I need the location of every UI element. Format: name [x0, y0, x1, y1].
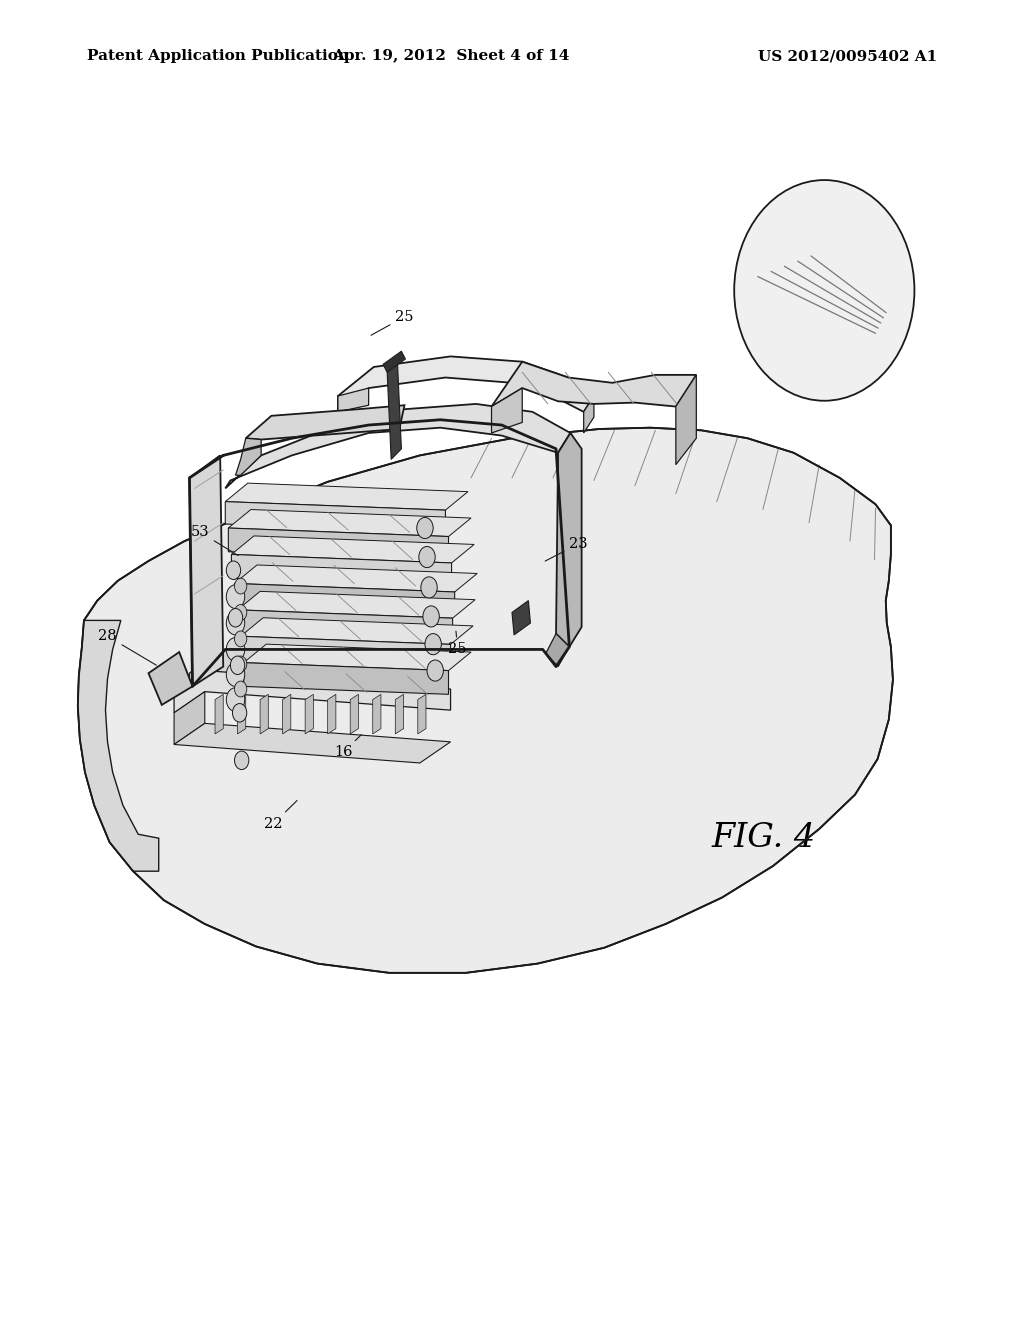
Circle shape: [234, 681, 247, 697]
Polygon shape: [512, 601, 530, 635]
Polygon shape: [350, 694, 358, 734]
Polygon shape: [189, 649, 445, 694]
Text: 53: 53: [190, 525, 239, 556]
Circle shape: [427, 660, 443, 681]
Polygon shape: [328, 694, 336, 734]
Polygon shape: [225, 483, 468, 510]
Text: Apr. 19, 2012  Sheet 4 of 14: Apr. 19, 2012 Sheet 4 of 14: [332, 49, 569, 63]
Text: 25: 25: [449, 631, 467, 656]
Polygon shape: [225, 502, 445, 532]
Text: 22: 22: [264, 800, 297, 830]
Circle shape: [234, 631, 247, 647]
Circle shape: [226, 688, 245, 711]
Polygon shape: [260, 694, 268, 734]
Circle shape: [230, 656, 245, 675]
Polygon shape: [241, 636, 451, 668]
Polygon shape: [246, 405, 404, 440]
Circle shape: [226, 611, 245, 635]
Polygon shape: [236, 438, 261, 475]
Polygon shape: [338, 356, 594, 412]
Polygon shape: [418, 694, 426, 734]
Polygon shape: [395, 694, 403, 734]
Ellipse shape: [734, 180, 914, 401]
Text: 25: 25: [371, 310, 414, 335]
Polygon shape: [676, 375, 696, 465]
Polygon shape: [244, 644, 471, 671]
Polygon shape: [238, 610, 453, 642]
Circle shape: [419, 546, 435, 568]
Text: 23: 23: [545, 537, 588, 561]
Text: 28: 28: [98, 630, 157, 665]
Polygon shape: [189, 455, 223, 686]
Circle shape: [226, 585, 245, 609]
Polygon shape: [546, 634, 569, 667]
Polygon shape: [373, 694, 381, 734]
Polygon shape: [556, 433, 582, 647]
Circle shape: [234, 656, 247, 672]
Polygon shape: [492, 362, 696, 407]
Circle shape: [226, 638, 245, 661]
Circle shape: [232, 704, 247, 722]
Polygon shape: [174, 671, 451, 713]
Polygon shape: [215, 694, 223, 734]
Circle shape: [417, 517, 433, 539]
Polygon shape: [283, 694, 291, 734]
Circle shape: [228, 609, 243, 627]
Circle shape: [234, 751, 249, 770]
Polygon shape: [305, 694, 313, 734]
Polygon shape: [228, 510, 471, 536]
Text: 16: 16: [334, 734, 361, 759]
Polygon shape: [244, 663, 449, 694]
Text: Patent Application Publication: Patent Application Publication: [87, 49, 349, 63]
Circle shape: [423, 606, 439, 627]
Polygon shape: [148, 652, 193, 705]
Polygon shape: [78, 620, 159, 871]
Polygon shape: [228, 528, 449, 560]
Circle shape: [226, 663, 245, 686]
Circle shape: [226, 561, 241, 579]
Polygon shape: [238, 591, 475, 618]
Polygon shape: [231, 554, 452, 586]
Polygon shape: [234, 565, 477, 591]
Polygon shape: [234, 583, 455, 615]
Polygon shape: [383, 351, 406, 372]
Polygon shape: [238, 694, 246, 734]
Circle shape: [425, 634, 441, 655]
Polygon shape: [231, 536, 474, 562]
Text: FIG. 4: FIG. 4: [712, 822, 816, 854]
Polygon shape: [387, 359, 401, 459]
Polygon shape: [338, 388, 369, 412]
Polygon shape: [492, 388, 522, 433]
Polygon shape: [584, 396, 594, 433]
Polygon shape: [174, 723, 451, 763]
Circle shape: [421, 577, 437, 598]
Polygon shape: [225, 404, 570, 488]
Circle shape: [234, 605, 247, 620]
Polygon shape: [174, 692, 205, 744]
Polygon shape: [78, 428, 893, 973]
Polygon shape: [241, 618, 473, 644]
Circle shape: [234, 578, 247, 594]
Text: US 2012/0095402 A1: US 2012/0095402 A1: [758, 49, 937, 63]
